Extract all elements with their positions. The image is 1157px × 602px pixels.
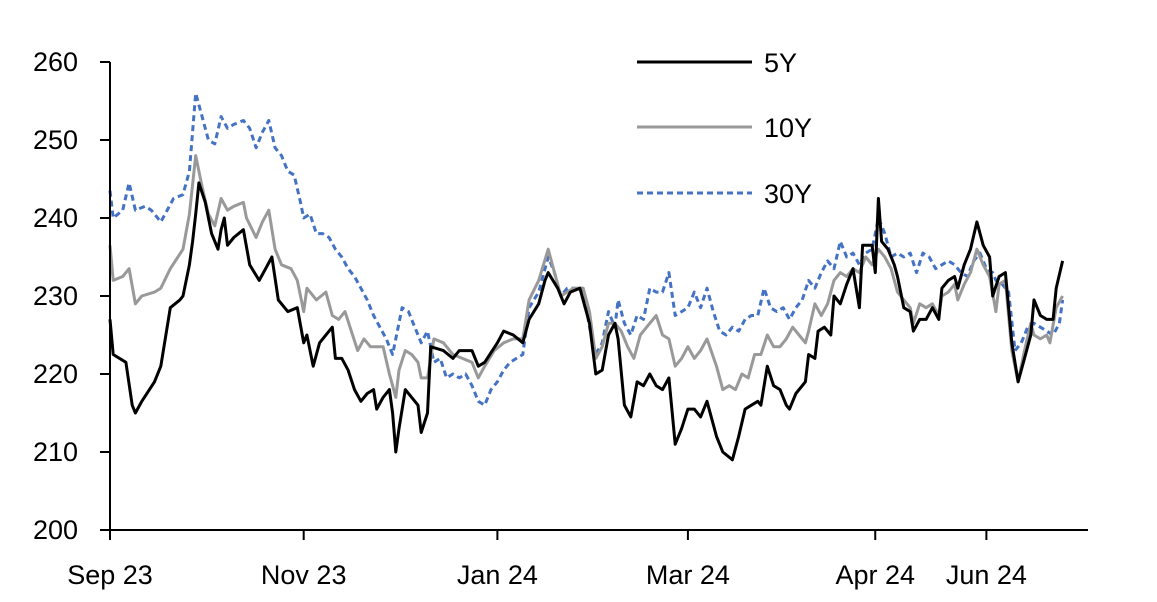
series-line-10y [108,154,1064,399]
x-axis-ticks: Sep 23 Nov 23 Jan 24 Mar 24 Apr 24 Jun 24 [67,530,1027,590]
x-tick-label: Mar 24 [646,560,730,590]
x-tick-label: Sep 23 [67,560,153,590]
series-line-30y [108,91,1065,407]
series-layer [108,91,1065,462]
y-tick-label: 260 [33,47,78,77]
y-tick-label: 200 [33,515,78,545]
x-tick-label: Nov 23 [261,560,347,590]
legend-label-10y: 10Y [764,113,812,143]
y-tick-label: 250 [33,125,78,155]
y-axis-ticks: 200 210 220 230 240 250 260 [33,47,110,545]
x-tick-label: Jun 24 [946,560,1027,590]
legend-label-5y: 5Y [764,48,797,78]
x-tick-label: Apr 24 [835,560,915,590]
legend-label-30y: 30Y [764,179,812,209]
x-tick-label: Jan 24 [457,560,538,590]
y-tick-label: 240 [33,203,78,233]
y-tick-label: 230 [33,281,78,311]
legend: 5Y 10Y 30Y [637,48,812,209]
y-tick-label: 220 [33,359,78,389]
series-line-5y [108,181,1065,462]
y-tick-label: 210 [33,437,78,467]
